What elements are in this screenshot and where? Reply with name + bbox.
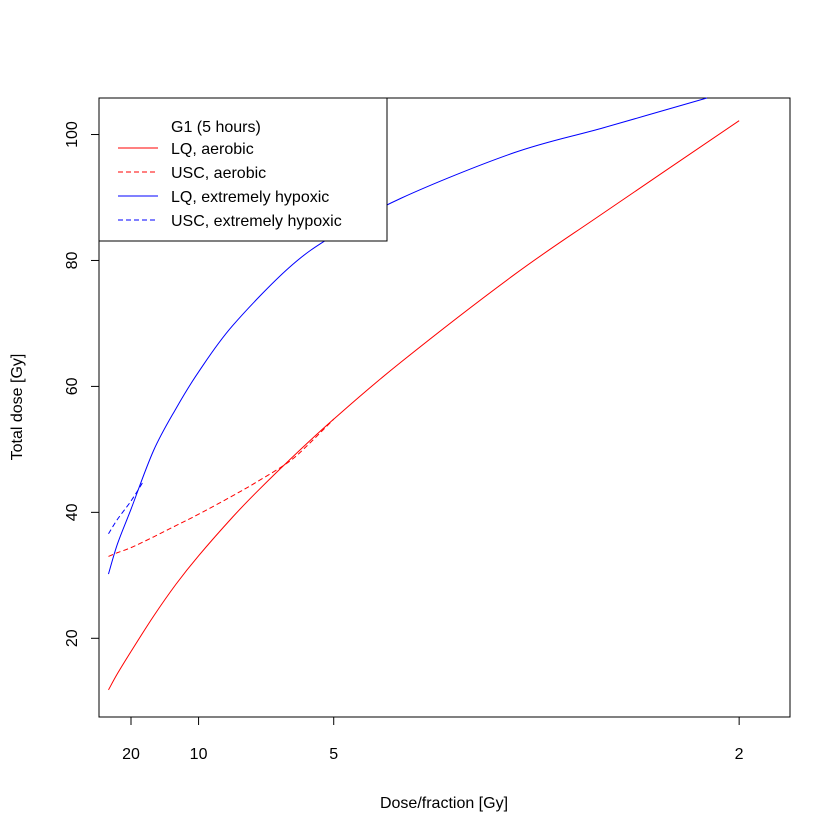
series-line-1 bbox=[108, 418, 335, 557]
legend-label-1: USC, aerobic bbox=[171, 165, 266, 182]
legend-box bbox=[98, 97, 388, 242]
legend-label-2: LQ, extremely hypoxic bbox=[171, 189, 329, 206]
x-axis-label: Dose/fraction [Gy] bbox=[380, 795, 508, 812]
y-tick-label: 100 bbox=[64, 121, 81, 148]
x-axis: 20 10 5 2 bbox=[122, 716, 744, 763]
series-line-2 bbox=[108, 97, 708, 575]
x-tick-label: 2 bbox=[735, 746, 744, 763]
y-axis-label: Total dose [Gy] bbox=[9, 354, 26, 461]
legend-label-3: USC, extremely hypoxic bbox=[171, 213, 342, 230]
legend-label-0: LQ, aerobic bbox=[171, 141, 254, 158]
y-tick-label: 20 bbox=[64, 629, 81, 647]
series-line-3 bbox=[108, 481, 144, 535]
legend-entries: LQ, aerobic USC, aerobic LQ, extremely hyp… bbox=[118, 141, 342, 230]
y-tick-label: 40 bbox=[64, 503, 81, 521]
series-layer bbox=[108, 97, 740, 691]
y-tick-label: 60 bbox=[64, 377, 81, 395]
series-line-0 bbox=[108, 120, 740, 691]
x-tick-label: 5 bbox=[329, 746, 338, 763]
x-tick-label: 20 bbox=[122, 746, 140, 763]
y-axis: 20 40 60 80 100 bbox=[64, 121, 100, 647]
x-tick-label: 10 bbox=[190, 746, 208, 763]
y-tick-label: 80 bbox=[64, 251, 81, 269]
legend-title: G1 (5 hours) bbox=[171, 119, 261, 136]
